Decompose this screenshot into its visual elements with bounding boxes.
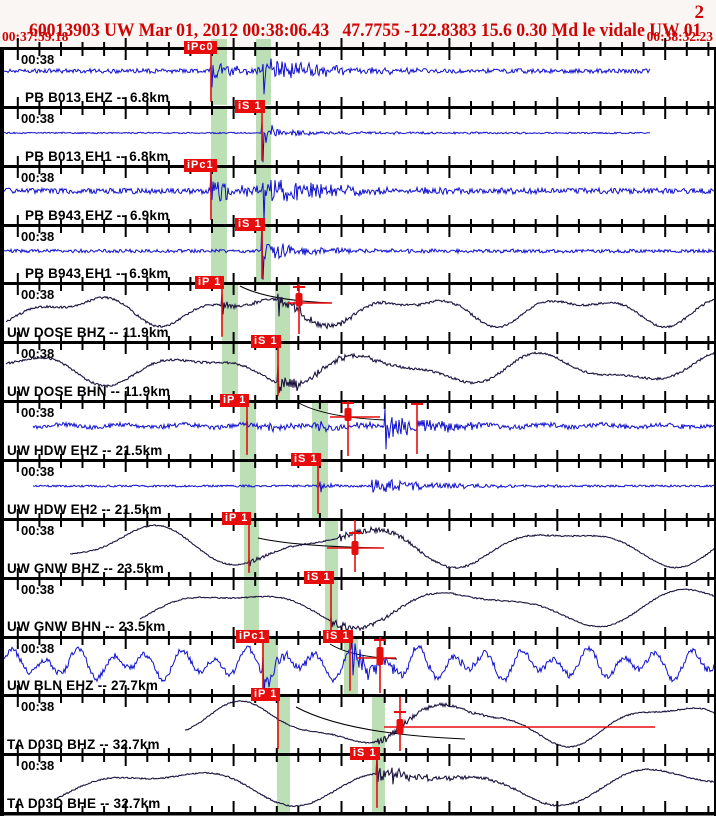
pick-flag[interactable]: iPc0	[184, 41, 217, 54]
trace-panel[interactable]: 00:38 PB B013 EH1 -- 6.8km iS 1	[0, 96, 716, 165]
pick-flag[interactable]: iS 1	[323, 629, 353, 643]
trace-time-label: 00:38	[21, 522, 55, 538]
trace-panel[interactable]: 00:38 UW GNW BHZ -- 23.5km iP 1	[0, 508, 716, 577]
trace-station-label: UW GNW BHN -- 23.5km	[7, 619, 166, 635]
trace-panel[interactable]: 00:38 PB B943 EHZ -- 6.9km iPc1	[0, 155, 716, 224]
trace-time-label: 00:38	[21, 640, 55, 656]
pick-flag[interactable]: iS 1	[251, 335, 281, 349]
bottom-axis	[0, 801, 716, 816]
trace-panel[interactable]: 00:38 UW BLN EHZ -- 27.7km iPc1 iS 1	[0, 626, 716, 695]
trace-waveform-svg[interactable]	[0, 685, 716, 754]
trace-waveform-svg[interactable]	[0, 273, 716, 342]
trace-station-label: TA D03D BHE -- 32.7km	[7, 796, 161, 812]
trace-time-label: 00:38	[21, 463, 55, 479]
trace-station-label: UW HDW EHZ -- 21.5km	[7, 442, 163, 458]
plot-left-border	[0, 47, 4, 816]
event-title-suffix: 2	[694, 2, 705, 23]
trace-station-label: UW BLN EHZ -- 27.7km	[7, 678, 159, 694]
pick-flag[interactable]: iS 1	[235, 217, 265, 231]
trace-waveform-svg[interactable]	[0, 155, 716, 224]
pick-flag[interactable]: iS 1	[235, 99, 265, 113]
pick-flag[interactable]: iS 1	[291, 452, 321, 466]
event-header: 60013903 UW Mar 01, 2012 00:38:06.43 47.…	[0, 0, 716, 47]
pick-flag[interactable]: iPc1	[236, 629, 269, 643]
trace-panel[interactable]: 00:38 UW HDW EH2 -- 21.5km iS 1	[0, 449, 716, 518]
pick-flag[interactable]: iP 1	[251, 688, 281, 702]
pick-flag[interactable]: iS 1	[350, 747, 380, 761]
trace-waveform-svg[interactable]	[0, 391, 716, 459]
trace-station-label: UW GNW BHZ -- 23.5km	[7, 560, 165, 576]
trace-waveform-svg[interactable]	[0, 508, 716, 577]
pick-flag[interactable]: iPc1	[184, 158, 217, 172]
trace-station-label: UW DOSE BHN -- 11.9km	[7, 384, 171, 400]
event-title-row: 60013903 UW Mar 01, 2012 00:38:06.43 47.…	[2, 2, 714, 41]
pick-flag[interactable]: iS 1	[304, 570, 334, 584]
trace-panel[interactable]: 00:38 UW DOSE BHN -- 11.9km iS 1	[0, 332, 716, 401]
event-summary-title: 60013903 UW Mar 01, 2012 00:38:06.43 47.…	[28, 20, 702, 41]
window-start-time: 00:37:59.18	[2, 29, 69, 44]
trace-time-label: 00:38	[21, 228, 55, 244]
trace-waveform-svg[interactable]	[0, 567, 716, 636]
trace-panel[interactable]: 00:38 PB B013 EHZ -- 6.8km iPc0	[0, 38, 716, 106]
waveform-plot-area: 00:38 PB B013 EHZ -- 6.8km iPc0 00:38 PB…	[0, 38, 716, 818]
plot-right-border	[714, 47, 716, 816]
pick-flag[interactable]: iP 1	[195, 276, 225, 290]
trace-panel[interactable]: 00:38 UW DOSE BHZ -- 11.9km iP 1	[0, 273, 716, 342]
trace-panel[interactable]: 00:38 TA D03D BHE -- 32.7km iS 1	[0, 744, 716, 813]
trace-panel[interactable]: 00:38 TA D03D BHZ -- 32.7km iP 1	[0, 685, 716, 754]
trace-time-label: 00:38	[21, 110, 55, 126]
trace-waveform-svg[interactable]	[0, 626, 716, 695]
trace-time-label: 00:38	[21, 581, 55, 597]
trace-station-label: PB B943 EH1 -- 6.9km	[25, 266, 169, 282]
trace-time-label: 00:38	[21, 169, 55, 185]
trace-waveform-svg[interactable]	[0, 214, 716, 283]
trace-waveform-svg[interactable]	[0, 96, 716, 165]
pick-flag[interactable]: iP 1	[222, 511, 252, 525]
trace-time-label: 00:38	[21, 346, 55, 362]
trace-panel[interactable]: 00:38 PB B943 EH1 -- 6.9km iS 1	[0, 214, 716, 283]
trace-station-label: UW DOSE BHZ -- 11.9km	[7, 325, 169, 341]
trace-waveform-svg[interactable]	[0, 38, 716, 106]
trace-station-label: PB B013 EHZ -- 6.8km	[25, 89, 170, 105]
trace-time-label: 00:38	[21, 405, 55, 421]
window-end-time: 00:38:32.23	[646, 29, 713, 44]
trace-station-label: UW HDW EH2 -- 21.5km	[7, 501, 162, 517]
pick-flag[interactable]: iP 1	[220, 394, 250, 408]
trace-time-label: 00:38	[21, 52, 55, 67]
trace-panel[interactable]: 00:38 UW HDW EHZ -- 21.5km iP 1	[0, 391, 716, 459]
trace-time-label: 00:38	[21, 699, 55, 715]
trace-panel[interactable]: 00:38 UW GNW BHN -- 23.5km iS 1	[0, 567, 716, 636]
trace-time-label: 00:38	[21, 758, 55, 774]
trace-time-label: 00:38	[21, 287, 55, 303]
